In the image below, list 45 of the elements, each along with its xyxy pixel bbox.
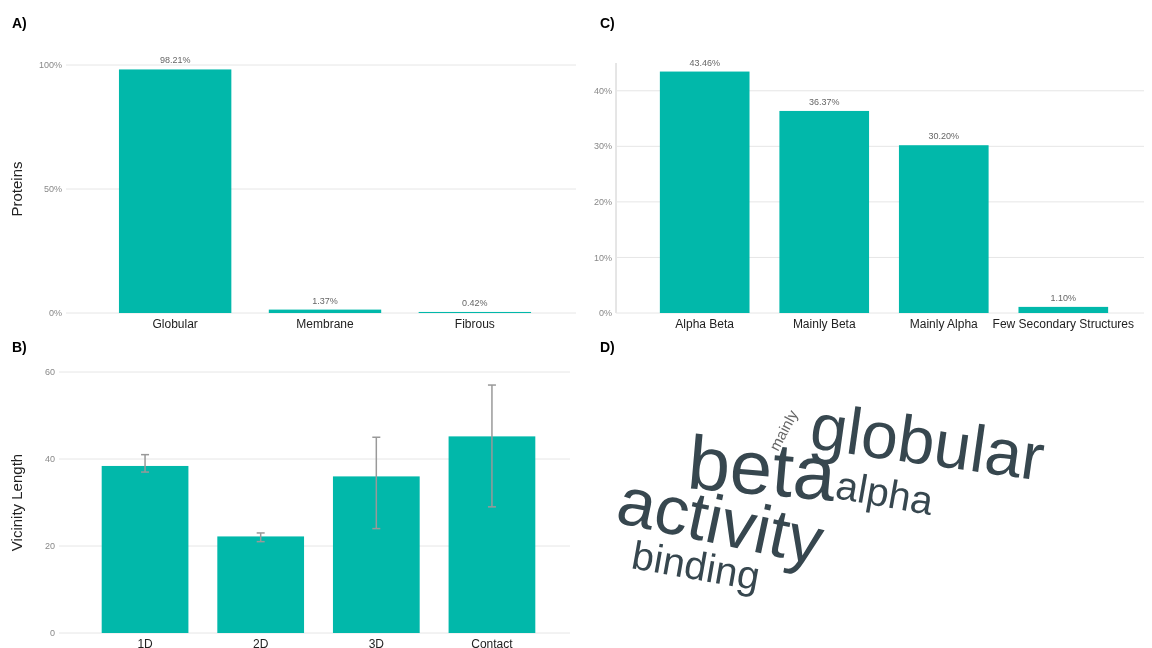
x-tick-label: Fibrous [454,317,495,331]
x-tick-label: Globular [152,317,198,331]
bar [101,465,189,633]
data-label: 0.42% [462,297,488,308]
bar [332,476,420,633]
y-tick-label: 60 [44,367,55,378]
y-tick-label: 20% [593,197,612,208]
y-tick-label: 30% [593,141,612,152]
bar [448,436,536,633]
y-axis-title: Proteins [8,161,25,217]
y-tick-label: 40 [44,454,55,465]
y-tick-label: 100% [38,60,62,71]
y-tick-label: 40% [593,85,612,96]
x-tick-label: 2D [253,637,269,648]
y-tick-label: 0% [48,308,62,319]
text: D) [600,339,615,355]
y-tick-label: 50% [43,184,62,195]
data-label: 43.46% [689,57,720,68]
bar [217,536,305,633]
data-label: 36.37% [808,96,840,107]
x-tick-label: Alpha Beta [675,317,735,331]
chart-title: C) [600,15,615,31]
chart-title: A) [12,15,27,31]
bar [898,145,989,313]
y-tick-label: 0 [49,628,55,639]
data-label: 98.21% [159,55,191,66]
x-tick-label: Mainly Beta [792,317,856,331]
bar [659,71,750,313]
x-tick-label: Contact [471,637,514,648]
x-tick-label: 3D [368,637,385,648]
chart-title: B) [12,339,27,355]
data-label: 1.10% [1050,292,1077,303]
x-tick-label: Membrane [296,317,354,331]
y-tick-label: 10% [593,252,612,263]
x-tick-label: Few Secondary Structures [992,317,1135,331]
y-axis-title: Vicinity Length [8,453,25,552]
bar [1018,306,1109,313]
data-label: 30.20% [928,131,960,142]
y-tick-label: 20 [44,541,55,552]
y-tick-label: 0% [598,308,612,319]
bar [118,69,232,313]
data-label: 1.37% [312,295,338,306]
x-tick-label: Mainly Alpha [909,317,979,331]
x-tick-label: 1D [137,637,154,648]
bar [779,110,870,313]
